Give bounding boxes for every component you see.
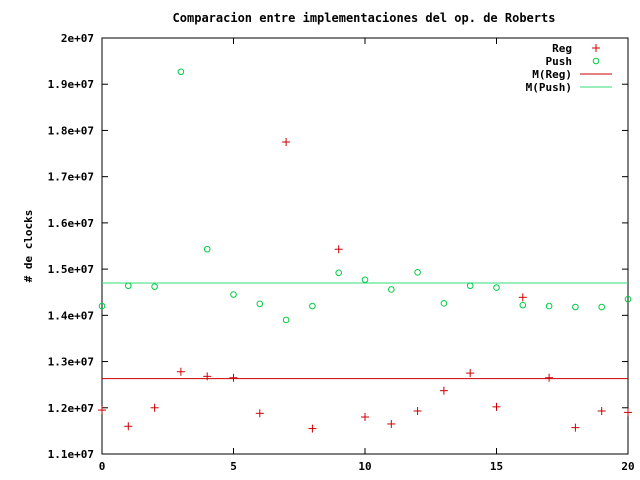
data-point-push — [624, 295, 632, 303]
tick-layer: 1.1e+07 1.2e+07 1.3e+07 1.4e+07 1.5e+07 1.6e+… — [48, 32, 635, 473]
data-point-reg — [150, 403, 159, 412]
data-point-push — [440, 300, 448, 307]
legend-label: Reg — [552, 42, 572, 55]
y-tick-label: 1.8e+07 — [48, 124, 94, 137]
data-point-push — [335, 269, 343, 277]
data-point-push — [466, 282, 474, 290]
data-point-push — [519, 301, 527, 309]
data-point-push — [388, 286, 395, 293]
data-point-push — [177, 68, 185, 76]
data-point-reg — [361, 413, 369, 422]
data-point-reg — [545, 373, 554, 382]
data-point-reg — [571, 423, 580, 432]
y-tick-label: 1.4e+07 — [48, 309, 94, 322]
x-tick-label: 10 — [358, 460, 371, 473]
legend-label: M(Push) — [526, 81, 572, 94]
data-point-reg — [518, 293, 527, 302]
data-point-push — [545, 302, 553, 310]
data-point-reg — [229, 373, 238, 382]
x-tick-label: 20 — [621, 460, 634, 473]
x-tick-label: 15 — [490, 460, 503, 473]
x-tick-label: 0 — [99, 460, 106, 473]
y-tick-label: 1.2e+07 — [48, 402, 94, 415]
data-point-reg — [98, 406, 106, 415]
y-tick-label: 1.6e+07 — [48, 217, 94, 230]
data-point-reg — [413, 407, 422, 416]
chart-title: Comparacion entre implementaciones del o… — [173, 11, 556, 25]
plot-frame — [101, 37, 629, 455]
data-point-reg — [282, 138, 291, 146]
data-point-push — [256, 300, 264, 308]
y-tick-label: 1.3e+07 — [48, 356, 94, 369]
marks-layer — [98, 68, 632, 433]
data-point-reg — [439, 386, 448, 395]
data-point-reg — [203, 372, 212, 381]
data-point-push — [309, 302, 316, 310]
y-tick-label: 2e+07 — [61, 32, 94, 45]
data-point-push — [493, 284, 500, 291]
data-point-reg — [624, 408, 632, 417]
data-point-push — [203, 245, 211, 253]
data-point-push — [230, 291, 237, 298]
data-point-reg — [124, 422, 133, 431]
data-point-reg — [387, 419, 396, 428]
data-point-reg — [466, 369, 475, 378]
legend-circle-swatch — [592, 57, 600, 65]
data-point-reg — [492, 402, 501, 411]
y-tick-label: 1.9e+07 — [48, 78, 94, 91]
data-point-push — [98, 302, 106, 310]
legend-label: Push — [546, 55, 573, 68]
data-point-push — [125, 282, 132, 290]
legend-label: M(Reg) — [532, 68, 572, 81]
data-point-reg — [308, 424, 317, 433]
data-point-push — [282, 316, 290, 324]
y-axis-label: # de clocks — [22, 210, 35, 283]
data-point-reg — [334, 245, 343, 254]
y-tick-label: 1.5e+07 — [48, 263, 94, 276]
legend-plus-swatch — [592, 44, 600, 52]
y-tick-label: 1.1e+07 — [48, 448, 94, 461]
data-point-push — [414, 269, 421, 276]
x-tick-label: 5 — [230, 460, 237, 473]
data-point-push — [361, 276, 369, 284]
data-point-push — [598, 303, 606, 311]
data-point-reg — [176, 367, 185, 376]
data-point-reg — [597, 407, 606, 416]
y-tick-label: 1.7e+07 — [48, 171, 94, 184]
data-point-push — [151, 283, 158, 290]
data-point-reg — [255, 409, 264, 418]
data-point-push — [572, 303, 579, 311]
